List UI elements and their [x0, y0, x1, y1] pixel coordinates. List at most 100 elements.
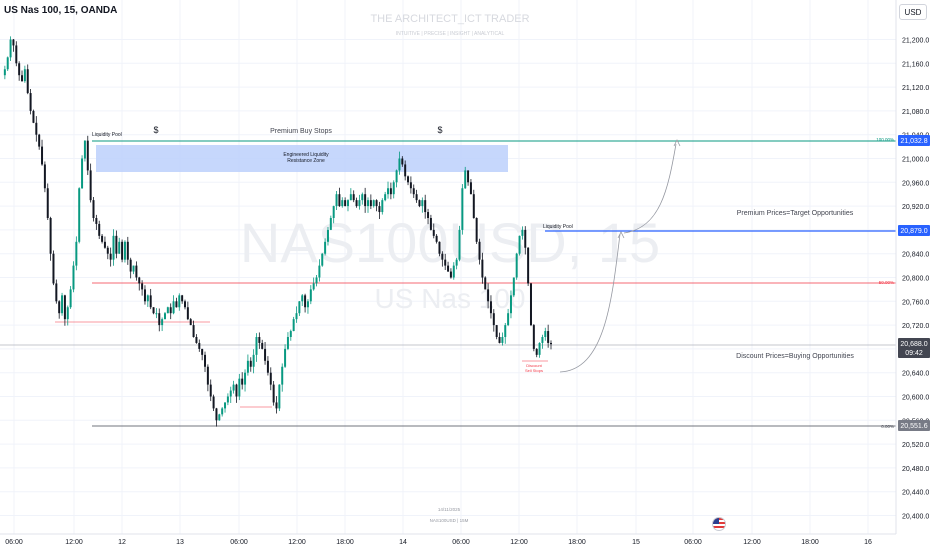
candle-body	[146, 295, 149, 302]
price-tick-label: 20,720.0	[902, 323, 929, 330]
time-tick-label: 18:00	[801, 539, 819, 546]
candle-body	[321, 253, 324, 266]
price-tick-label: 20,440.0	[902, 490, 929, 497]
candle-body	[255, 337, 258, 355]
candle-body	[32, 110, 35, 123]
candle-body	[129, 259, 132, 272]
candle-body	[341, 200, 344, 207]
candle-body	[232, 384, 235, 391]
candle-body	[301, 295, 304, 302]
candle-body	[72, 265, 75, 290]
candle-body	[66, 307, 69, 320]
candle-body	[89, 170, 92, 201]
candle-body	[298, 301, 301, 314]
symbol-title[interactable]: US Nas 100, 15, OANDA	[4, 5, 118, 16]
candle-body	[435, 235, 438, 242]
price-tick-label: 20,960.0	[902, 180, 929, 187]
candle-body	[246, 360, 249, 373]
candle-body	[212, 396, 215, 409]
candle-body	[487, 289, 490, 302]
badge-mid: 20,879.0	[898, 225, 930, 236]
candle-body	[544, 331, 547, 337]
candle-body	[112, 235, 115, 260]
time-tick-label: 13	[176, 539, 184, 546]
candle-body	[81, 158, 84, 189]
candle-body	[381, 200, 384, 213]
premium-buy-stops-label: Premium Buy Stops	[270, 128, 332, 135]
candle-body	[461, 188, 464, 230]
candle-body	[118, 241, 121, 254]
candle-body	[135, 265, 138, 278]
candle-body	[78, 188, 81, 242]
candle-body	[281, 366, 284, 385]
liquidity-pool-left-label: Liquidity Pool	[92, 132, 122, 138]
candle-body	[455, 259, 458, 266]
time-axis[interactable]: 06:00 12:00 12 13 06:00 12:00 18:00 14 06:00 12:0…	[5, 539, 872, 546]
candle-body	[295, 313, 298, 320]
candle-body	[521, 229, 524, 236]
premium-prices-label: Premium Prices=Target Opportunities	[737, 210, 854, 217]
candle-body	[261, 342, 264, 349]
candle-body	[401, 158, 404, 165]
currency-button[interactable]: USD	[899, 4, 927, 20]
candle-body	[38, 134, 41, 147]
price-tick-label: 21,120.0	[902, 85, 929, 92]
candle-body	[132, 265, 135, 272]
candle-body	[404, 164, 407, 177]
liquidity-resistance-zone[interactable]	[96, 145, 508, 172]
candle-body	[269, 372, 272, 385]
candle-body	[141, 283, 144, 290]
time-tick-label: 06:00	[230, 539, 248, 546]
candle-body	[6, 57, 9, 70]
us-flag-event-icon[interactable]	[712, 517, 726, 531]
candle-body	[9, 39, 12, 58]
candle-body	[43, 164, 46, 189]
candle-body	[126, 241, 129, 260]
candle-body	[484, 277, 487, 290]
candle-body	[361, 194, 364, 201]
candle-body	[41, 146, 44, 165]
candle-body	[495, 325, 498, 337]
candle-body	[458, 229, 461, 260]
candle-body	[101, 235, 104, 242]
candle-body	[432, 229, 435, 236]
brand-name: THE ARCHITECT_ICT TRADER	[370, 13, 529, 25]
candle-body	[472, 194, 475, 218]
price-axis[interactable]: 21,200.021,160.021,120.021,080.021,040.0…	[902, 38, 929, 521]
discount-sell-stops-label-1: Discount	[526, 363, 542, 368]
candle-body	[166, 307, 169, 314]
candle-body	[58, 301, 61, 314]
time-tick-label: 14	[399, 539, 407, 546]
badge-mid-value: 20,879.0	[900, 228, 927, 235]
candle-body	[163, 313, 166, 320]
candle-body	[375, 200, 378, 207]
candle-body	[527, 247, 530, 284]
candle-body	[206, 366, 209, 385]
candle-body	[512, 277, 515, 296]
candle-body	[52, 253, 55, 284]
candle-body	[378, 206, 381, 213]
candle-body	[266, 360, 269, 373]
candle-body	[481, 259, 484, 278]
price-tick-label: 20,920.0	[902, 204, 929, 211]
candle-body	[498, 337, 501, 343]
candle-body	[29, 93, 32, 111]
time-tick-label: 16	[864, 539, 872, 546]
price-tick-label: 20,840.0	[902, 252, 929, 259]
candle-body	[49, 218, 52, 254]
candle-body	[532, 325, 535, 349]
time-tick-label: 18:00	[568, 539, 586, 546]
candle-body	[123, 241, 126, 260]
fib-50-label: 50.00%	[879, 280, 894, 285]
candle-body	[158, 313, 161, 326]
candle-body	[387, 188, 390, 195]
candle-body	[452, 265, 455, 278]
candle-body	[441, 253, 444, 260]
candle-body	[272, 384, 275, 403]
candle-body	[83, 140, 86, 159]
candle-body	[392, 182, 395, 195]
time-tick-label: 15	[632, 539, 640, 546]
